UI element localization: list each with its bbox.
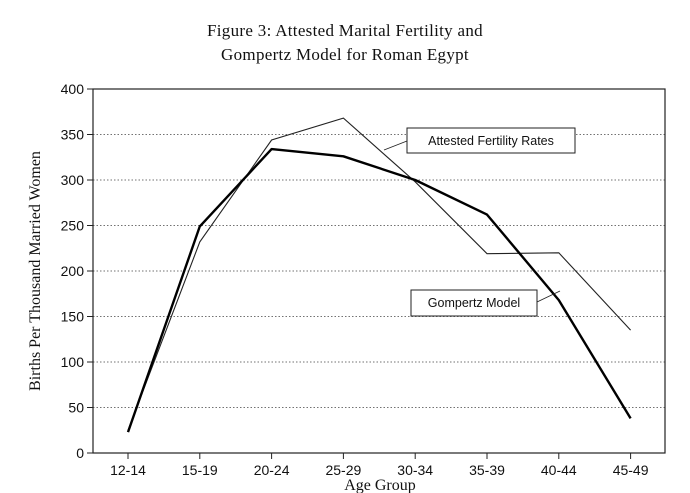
x-tick-label: 20-24 bbox=[254, 462, 290, 478]
y-axis-label: Births Per Thousand Married Women bbox=[27, 151, 44, 391]
series-line-attested-fertility-rates bbox=[127, 117, 632, 431]
x-tick-label: 12-14 bbox=[110, 462, 146, 478]
x-tick-label: 45-49 bbox=[613, 462, 649, 478]
callout-label-attested: Attested Fertility Rates bbox=[428, 134, 554, 148]
y-tick-label: 100 bbox=[61, 354, 85, 370]
chart-title: Figure 3: Attested Marital Fertility and bbox=[207, 21, 483, 40]
gridlines bbox=[93, 134, 665, 408]
y-tick-label: 150 bbox=[61, 309, 85, 325]
x-tick-label: 15-19 bbox=[182, 462, 218, 478]
y-tick-label: 200 bbox=[61, 263, 85, 279]
x-tick-label: 25-29 bbox=[325, 462, 361, 478]
x-tick-label: 30-34 bbox=[397, 462, 433, 478]
x-axis-label: Age Group bbox=[344, 477, 416, 493]
callout-box-attested bbox=[406, 127, 576, 154]
x-tick-label: 40-44 bbox=[541, 462, 577, 478]
y-axis: 0 50 100 150 200 250 300 350 400 bbox=[61, 81, 93, 461]
chart-subtitle: Gompertz Model for Roman Egypt bbox=[221, 45, 469, 64]
callout-box-gompertz bbox=[410, 289, 538, 317]
callout-gompertz: Gompertz Model bbox=[410, 289, 561, 317]
y-tick-label: 300 bbox=[61, 172, 85, 188]
callout-leader-gompertz bbox=[536, 290, 561, 303]
y-tick-label: 400 bbox=[61, 81, 85, 97]
x-axis: 12-14 15-19 20-24 25-29 30-34 35-39 40-44 45-49 bbox=[110, 453, 649, 478]
callout-attested: Attested Fertility Rates bbox=[383, 127, 576, 154]
x-tick-label: 35-39 bbox=[469, 462, 505, 478]
callout-leader-attested bbox=[383, 140, 408, 151]
y-tick-label: 350 bbox=[61, 127, 85, 143]
y-tick-label: 0 bbox=[76, 445, 84, 461]
y-tick-label: 250 bbox=[61, 218, 85, 234]
y-tick-label: 50 bbox=[68, 400, 84, 416]
series-line-gompertz-model bbox=[126, 147, 632, 433]
plot-frame bbox=[92, 88, 666, 454]
callout-label-gompertz: Gompertz Model bbox=[428, 296, 520, 310]
